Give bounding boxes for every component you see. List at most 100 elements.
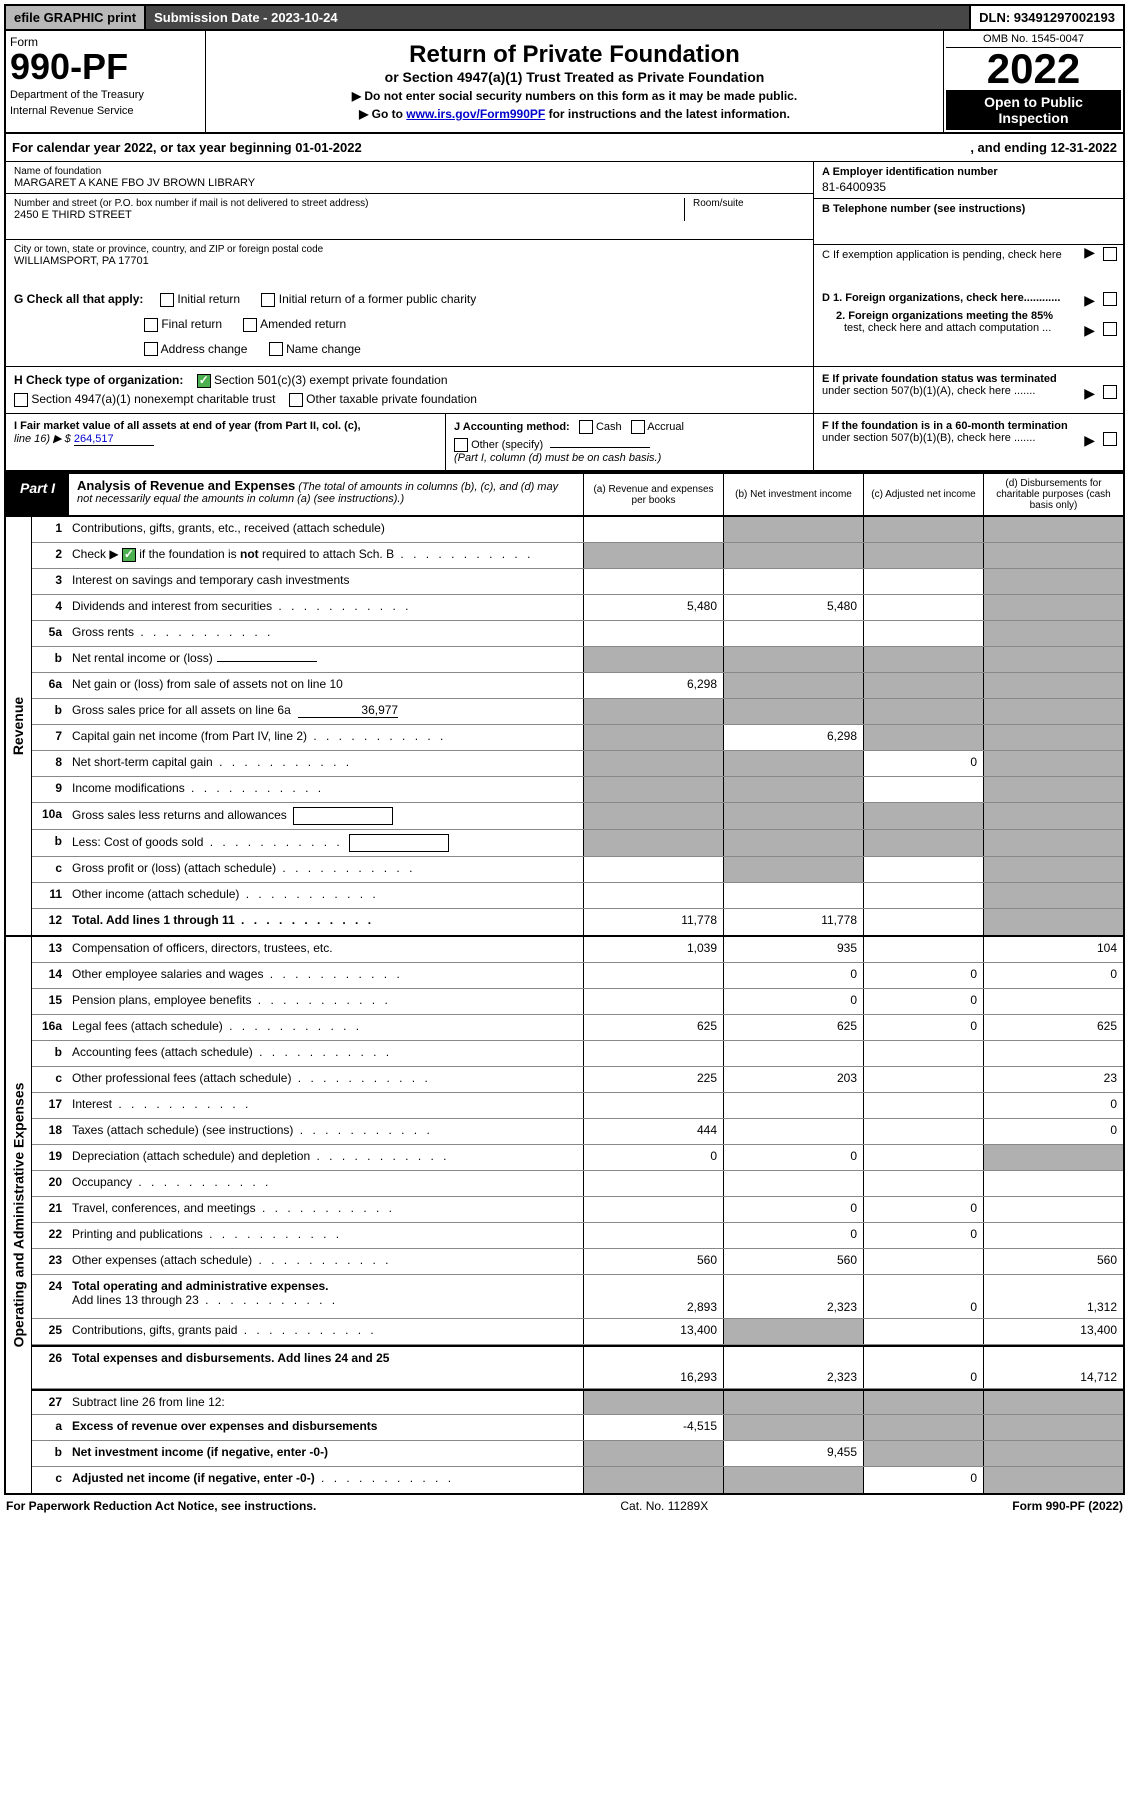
cell-d xyxy=(983,1171,1123,1196)
row-desc: Legal fees (attach schedule) xyxy=(68,1015,583,1040)
col-a-header: (a) Revenue and expenses per books xyxy=(583,474,723,515)
501c3-checkbox[interactable] xyxy=(197,374,211,388)
col-c-header: (c) Adjusted net income xyxy=(863,474,983,515)
row-num: 16a xyxy=(32,1015,68,1040)
cell-b xyxy=(723,883,863,908)
ssn-note: ▶ Do not enter social security numbers o… xyxy=(214,89,935,103)
cash-checkbox[interactable] xyxy=(579,420,593,434)
inline-box[interactable] xyxy=(293,807,393,825)
cell-b xyxy=(723,857,863,882)
irs-label: Internal Revenue Service xyxy=(10,105,201,117)
d1-label: D 1. Foreign organizations, check here..… xyxy=(822,292,1060,304)
row-desc: Depreciation (attach schedule) and deple… xyxy=(68,1145,583,1170)
arrow-icon: ▶ xyxy=(1084,432,1095,449)
cell-a: 625 xyxy=(583,1015,723,1040)
row-desc: Net rental income or (loss) xyxy=(68,647,583,672)
cell-c xyxy=(863,517,983,542)
cell-c: 0 xyxy=(863,1275,983,1318)
row-num: 13 xyxy=(32,937,68,962)
cell-a: -4,515 xyxy=(583,1415,723,1440)
cell-d: 625 xyxy=(983,1015,1123,1040)
cell-c xyxy=(863,1067,983,1092)
d2b-label: test, check here and attach computation … xyxy=(844,322,1051,334)
d2a-label: 2. Foreign organizations meeting the 85% xyxy=(836,310,1053,322)
cell-b xyxy=(723,1467,863,1493)
cell-a: 2,893 xyxy=(583,1275,723,1318)
cell-d: 560 xyxy=(983,1249,1123,1274)
row-num: c xyxy=(32,1467,68,1493)
cell-c xyxy=(863,777,983,802)
row-desc: Capital gain net income (from Part IV, l… xyxy=(68,725,583,750)
form990pf-link[interactable]: www.irs.gov/Form990PF xyxy=(406,107,545,121)
cell-d xyxy=(983,673,1123,698)
cell-d: 0 xyxy=(983,1093,1123,1118)
open-to-public: Open to Public Inspection xyxy=(946,90,1121,130)
ein-label: A Employer identification number xyxy=(822,166,1115,178)
f-checkbox[interactable] xyxy=(1103,432,1117,446)
row-desc: Net short-term capital gain xyxy=(68,751,583,776)
accrual-checkbox[interactable] xyxy=(631,420,645,434)
row-num: 22 xyxy=(32,1223,68,1248)
row-num: 26 xyxy=(32,1347,68,1388)
cell-b xyxy=(723,1041,863,1066)
4947a1-checkbox[interactable] xyxy=(14,393,28,407)
row-num: 19 xyxy=(32,1145,68,1170)
exemption-checkbox[interactable] xyxy=(1103,247,1117,261)
cell-d xyxy=(983,1041,1123,1066)
cell-b xyxy=(723,777,863,802)
row-desc: Subtract line 26 from line 12: xyxy=(68,1391,583,1414)
cell-b: 0 xyxy=(723,963,863,988)
rental-income-field[interactable] xyxy=(217,661,317,662)
row-desc: Other income (attach schedule) xyxy=(68,883,583,908)
cell-d xyxy=(983,543,1123,568)
final-return-checkbox[interactable] xyxy=(144,318,158,332)
cell-a xyxy=(583,803,723,829)
row-num: 14 xyxy=(32,963,68,988)
row-desc: Other professional fees (attach schedule… xyxy=(68,1067,583,1092)
other-method-checkbox[interactable] xyxy=(454,438,468,452)
inline-box[interactable] xyxy=(349,834,449,852)
schb-checkbox[interactable] xyxy=(122,548,136,562)
other-specify-field[interactable] xyxy=(550,447,650,448)
row-desc: Occupancy xyxy=(68,1171,583,1196)
cell-d: 23 xyxy=(983,1067,1123,1092)
col-b-header: (b) Net investment income xyxy=(723,474,863,515)
cell-d xyxy=(983,777,1123,802)
cell-b: 0 xyxy=(723,989,863,1014)
row-desc: Interest xyxy=(68,1093,583,1118)
cell-d: 1,312 xyxy=(983,1275,1123,1318)
other-taxable-checkbox[interactable] xyxy=(289,393,303,407)
e-checkbox[interactable] xyxy=(1103,385,1117,399)
row-num: 25 xyxy=(32,1319,68,1344)
expenses-table: Operating and Administrative Expenses 13… xyxy=(4,937,1125,1495)
cell-c xyxy=(863,1319,983,1344)
efile-label[interactable]: efile GRAPHIC print xyxy=(6,6,146,29)
cell-a xyxy=(583,1093,723,1118)
cell-b: 560 xyxy=(723,1249,863,1274)
d1-checkbox[interactable] xyxy=(1103,292,1117,306)
arrow-icon: ▶ xyxy=(1084,244,1095,261)
initial-return-checkbox[interactable] xyxy=(160,293,174,307)
row-desc: Total. Add lines 1 through 11 xyxy=(68,909,583,935)
cell-d xyxy=(983,517,1123,542)
g4-label: Amended return xyxy=(260,317,346,331)
cell-b xyxy=(723,569,863,594)
address-change-checkbox[interactable] xyxy=(144,342,158,356)
cell-d xyxy=(983,803,1123,829)
cell-b xyxy=(723,1391,863,1414)
cell-a xyxy=(583,1467,723,1493)
name-change-checkbox[interactable] xyxy=(269,342,283,356)
gross-sales-value: 36,977 xyxy=(298,703,398,718)
cell-b xyxy=(723,1415,863,1440)
initial-former-checkbox[interactable] xyxy=(261,293,275,307)
cell-a xyxy=(583,830,723,856)
row-num: 18 xyxy=(32,1119,68,1144)
cell-a xyxy=(583,883,723,908)
row-desc: Total operating and administrative expen… xyxy=(68,1275,583,1318)
e2-label: under section 507(b)(1)(A), check here .… xyxy=(822,385,1035,397)
cell-d xyxy=(983,699,1123,724)
cell-a xyxy=(583,517,723,542)
amended-return-checkbox[interactable] xyxy=(243,318,257,332)
d2-checkbox[interactable] xyxy=(1103,322,1117,336)
identity-section: Name of foundation MARGARET A KANE FBO J… xyxy=(4,162,1125,286)
